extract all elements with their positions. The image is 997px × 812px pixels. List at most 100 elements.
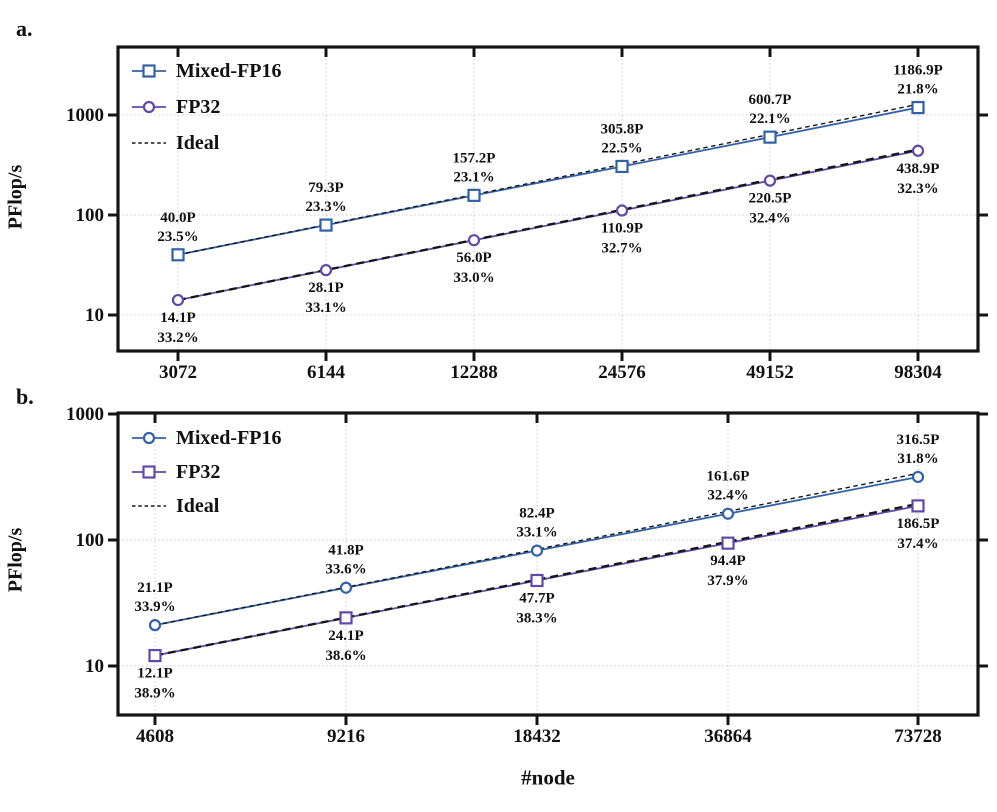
x-tick-label: 49152 [746, 362, 794, 383]
x-tick-label: 3072 [159, 362, 197, 383]
point-efficiency-label: 21.8% [897, 82, 938, 98]
point-value-label: 110.9P [601, 221, 643, 237]
point-efficiency-label: 32.4% [749, 211, 790, 227]
square-marker [911, 499, 925, 513]
x-tick-label: 24576 [598, 362, 646, 383]
panel-b-label: b. [16, 384, 34, 409]
point-value-label: 94.4P [710, 553, 745, 569]
point-efficiency-label: 23.3% [305, 199, 346, 215]
circle-marker [763, 174, 777, 187]
line-circle-marker-icon [132, 100, 166, 114]
y-tick-label: 10 [85, 656, 104, 677]
legend-item-fp32: FP32 [131, 455, 282, 489]
y-tick-label: 1000 [66, 105, 104, 126]
point-efficiency-label: 33.1% [305, 300, 346, 316]
square-marker [467, 188, 481, 202]
point-value-label: 28.1P [308, 280, 343, 296]
point-value-label: 161.6P [707, 469, 750, 485]
point-value-label: 12.1P [137, 666, 172, 682]
point-efficiency-label: 22.5% [601, 140, 642, 156]
point-efficiency-label: 33.6% [325, 562, 366, 578]
square-marker [339, 611, 353, 625]
panel-a-label: a. [16, 16, 33, 41]
point-value-label: 157.2P [453, 150, 496, 166]
legend-item-ideal: Ideal [131, 489, 282, 523]
y-tick-label: 1000 [66, 404, 104, 425]
x-tick-label: 18432 [513, 726, 561, 747]
legend-label: Mixed-FP16 [176, 426, 282, 449]
x-tick-label: 9216 [327, 726, 365, 747]
point-efficiency-label: 37.9% [707, 573, 748, 589]
legend-item-ideal: Ideal [131, 125, 282, 161]
point-value-label: 47.7P [519, 591, 554, 607]
panel-a-legend: Mixed-FP16 FP32 Ideal [131, 53, 282, 161]
point-value-label: 305.8P [601, 121, 644, 137]
point-efficiency-label: 37.4% [897, 536, 938, 552]
circle-marker [319, 264, 333, 277]
circle-marker [467, 234, 481, 247]
point-value-label: 14.1P [160, 310, 195, 326]
circle-marker [911, 144, 925, 157]
point-value-label: 24.1P [328, 628, 363, 644]
point-value-label: 316.5P [897, 432, 940, 448]
circle-marker [530, 544, 544, 557]
ideal-line [154, 472, 919, 626]
circle-marker [148, 619, 162, 632]
x-tick-label: 98304 [894, 362, 942, 383]
point-value-label: 186.5P [897, 516, 940, 532]
dashed-line-icon [132, 505, 166, 507]
square-marker [319, 218, 333, 232]
line-circle-marker-icon [132, 431, 166, 445]
ideal-line [177, 103, 919, 256]
point-value-label: 21.1P [137, 580, 172, 596]
circle-marker [339, 581, 353, 594]
point-value-label: 1186.9P [893, 63, 943, 79]
legend-label: FP32 [176, 460, 221, 483]
dashed-line-icon [132, 142, 166, 144]
point-value-label: 40.0P [160, 210, 195, 226]
point-efficiency-label: 33.2% [157, 330, 198, 346]
y-tick-label: 100 [76, 530, 105, 551]
legend-item-mixed-fp16: Mixed-FP16 [131, 421, 282, 455]
legend-label: Ideal [176, 494, 220, 517]
line-square-marker-icon [132, 64, 166, 78]
y-tick-label: 10 [85, 305, 104, 326]
series-line-mixed-fp16 [177, 106, 919, 256]
line-square-marker-icon [132, 465, 166, 479]
square-marker [530, 573, 544, 588]
point-efficiency-label: 22.1% [749, 111, 790, 127]
point-value-label: 82.4P [519, 506, 554, 522]
legend-label: Ideal [176, 131, 220, 154]
point-efficiency-label: 31.8% [897, 451, 938, 467]
point-efficiency-label: 32.7% [601, 241, 642, 257]
point-value-label: 600.7P [749, 92, 792, 108]
square-marker [911, 100, 925, 115]
point-efficiency-label: 33.9% [134, 599, 175, 615]
point-efficiency-label: 32.4% [707, 488, 748, 504]
point-efficiency-label: 33.0% [453, 270, 494, 286]
square-marker [763, 130, 777, 144]
x-tick-label: 4608 [136, 726, 174, 747]
x-tick-label: 36864 [704, 726, 752, 747]
circle-marker [171, 293, 185, 307]
point-efficiency-label: 33.1% [516, 525, 557, 541]
point-efficiency-label: 23.1% [453, 169, 494, 185]
point-value-label: 438.9P [897, 161, 940, 177]
circle-marker [911, 470, 925, 484]
panel-b-plot: 4608 9216 18432 36864 73728 10 100 1000 21.1P 33.… [66, 404, 988, 747]
point-efficiency-label: 38.3% [516, 611, 557, 627]
x-tick-label: 73728 [894, 726, 942, 747]
square-marker [615, 159, 629, 174]
point-efficiency-label: 38.6% [325, 648, 366, 664]
x-tick-label: 6144 [307, 362, 346, 383]
ideal-line [177, 148, 919, 302]
legend-item-fp32: FP32 [131, 89, 282, 125]
circle-marker [721, 507, 735, 520]
point-efficiency-label: 32.3% [897, 181, 938, 197]
point-value-label: 79.3P [308, 180, 343, 196]
legend-item-mixed-fp16: Mixed-FP16 [131, 53, 282, 89]
point-efficiency-label: 38.9% [134, 686, 175, 702]
point-efficiency-label: 23.5% [157, 229, 198, 245]
y-tick-label: 100 [76, 205, 105, 226]
